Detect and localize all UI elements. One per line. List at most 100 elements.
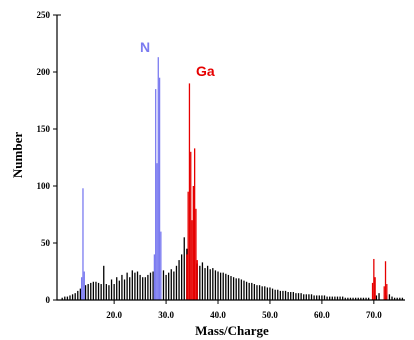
bar-background-85: [300, 293, 302, 300]
x-tick-label-4: 60.0: [314, 310, 330, 320]
bar-background-59: [232, 277, 235, 300]
bar-background-117: [393, 297, 396, 300]
bar-background-80: [287, 292, 289, 300]
bar-ga-14: [386, 284, 388, 300]
bar-background-7: [79, 288, 82, 300]
bar-background-115: [388, 294, 391, 300]
y-tick-label-0: 0: [46, 295, 51, 305]
bar-background-113: [378, 293, 380, 300]
bar-background-104: [349, 297, 352, 300]
bar-background-12: [95, 281, 97, 300]
bar-background-15: [103, 265, 105, 300]
bar-background-107: [357, 297, 359, 300]
bar-background-64: [245, 281, 248, 300]
bar-background-21: [118, 280, 120, 300]
bar-background-47: [201, 262, 204, 300]
plot-frame: [56, 15, 405, 301]
y-tick-label-2: 100: [37, 181, 51, 191]
bar-background-91: [316, 295, 318, 300]
y-tick-label-3: 150: [37, 124, 51, 134]
bar-ga-7: [195, 208, 197, 300]
bar-background-61: [238, 278, 240, 300]
x-axis-title: Mass/Charge: [195, 323, 269, 338]
bar-background-30: [142, 277, 144, 300]
bar-background-71: [264, 286, 266, 300]
bar-background-119: [399, 297, 401, 300]
bar-ga-11: [374, 277, 376, 300]
bar-background-81: [290, 292, 292, 300]
bar-background-82: [292, 292, 294, 300]
bar-background-108: [360, 297, 362, 300]
bar-background-9: [87, 284, 89, 300]
x-tick-label-3: 50.0: [262, 310, 278, 320]
bar-background-43: [183, 237, 185, 300]
bar-background-120: [401, 297, 404, 300]
bar-background-13: [97, 282, 100, 300]
y-tick-label-5: 250: [37, 10, 51, 20]
bar-background-67: [253, 284, 256, 300]
bar-background-109: [362, 297, 365, 300]
bar-background-14: [100, 284, 102, 300]
bar-background-76: [277, 289, 279, 300]
bar-background-72: [266, 287, 269, 300]
bar-ga-2: [188, 83, 191, 301]
bar-ga-1: [187, 191, 189, 300]
bar-background-37: [168, 272, 170, 300]
bar-background-90: [313, 295, 315, 300]
bar-background-40: [175, 265, 178, 300]
bar-background-94: [323, 295, 326, 300]
bar-background-111: [367, 297, 370, 300]
bar-background-105: [352, 297, 354, 300]
bar-background-53: [217, 271, 219, 300]
bar-background-46: [199, 265, 201, 300]
bar-ga-9: [371, 282, 374, 300]
bar-background-103: [347, 297, 349, 300]
bar-background-18: [110, 279, 113, 300]
bar-background-3: [69, 295, 71, 300]
bar-background-73: [269, 287, 271, 300]
bar-background-78: [282, 290, 284, 300]
bar-ga-12: [383, 286, 385, 300]
bar-background-75: [274, 289, 276, 300]
bar-ga-10: [373, 258, 375, 300]
bar-background-42: [181, 254, 183, 300]
bar-background-116: [391, 296, 393, 300]
bar-background-52: [214, 270, 217, 300]
bar-background-34: [152, 271, 154, 300]
bar-background-69: [258, 285, 261, 300]
bar-background-95: [326, 296, 328, 300]
bar-ga-5: [192, 186, 194, 300]
y-axis-title: Number: [10, 132, 25, 178]
bar-background-92: [318, 295, 320, 300]
bar-background-79: [284, 290, 287, 300]
bar-background-36: [165, 274, 167, 300]
x-tick-label-0: 20.0: [106, 310, 122, 320]
bar-background-2: [66, 296, 69, 300]
bar-ga-13: [384, 261, 387, 300]
x-tick-label-2: 40.0: [210, 310, 226, 320]
bar-background-26: [131, 270, 133, 300]
ticks-layer: 20.0 30.0 40.0 50.0 60.0 70.0 0 50 100 150 200 250: [37, 10, 383, 320]
bar-n-0: [81, 277, 83, 300]
bar-background-41: [178, 260, 180, 300]
bar-background-86: [303, 294, 305, 300]
bar-background-50: [209, 269, 211, 300]
bar-background-51: [212, 268, 214, 300]
bar-background-62: [240, 279, 243, 300]
bar-background-110: [365, 297, 367, 300]
bar-background-65: [248, 282, 250, 300]
bar-background-96: [329, 296, 331, 300]
bar-background-118: [396, 297, 398, 300]
bar-background-5: [74, 293, 76, 300]
bar-background-63: [243, 280, 245, 300]
bar-background-68: [256, 285, 258, 300]
bar-background-60: [235, 278, 237, 300]
bar-background-84: [297, 293, 300, 300]
bar-background-48: [204, 268, 206, 300]
y-tick-label-1: 50: [41, 238, 51, 248]
bar-background-77: [279, 290, 281, 300]
bar-n-4: [155, 89, 157, 300]
bar-background-16: [105, 284, 107, 300]
bar-background-11: [92, 281, 95, 300]
bar-ga-8: [196, 260, 198, 300]
